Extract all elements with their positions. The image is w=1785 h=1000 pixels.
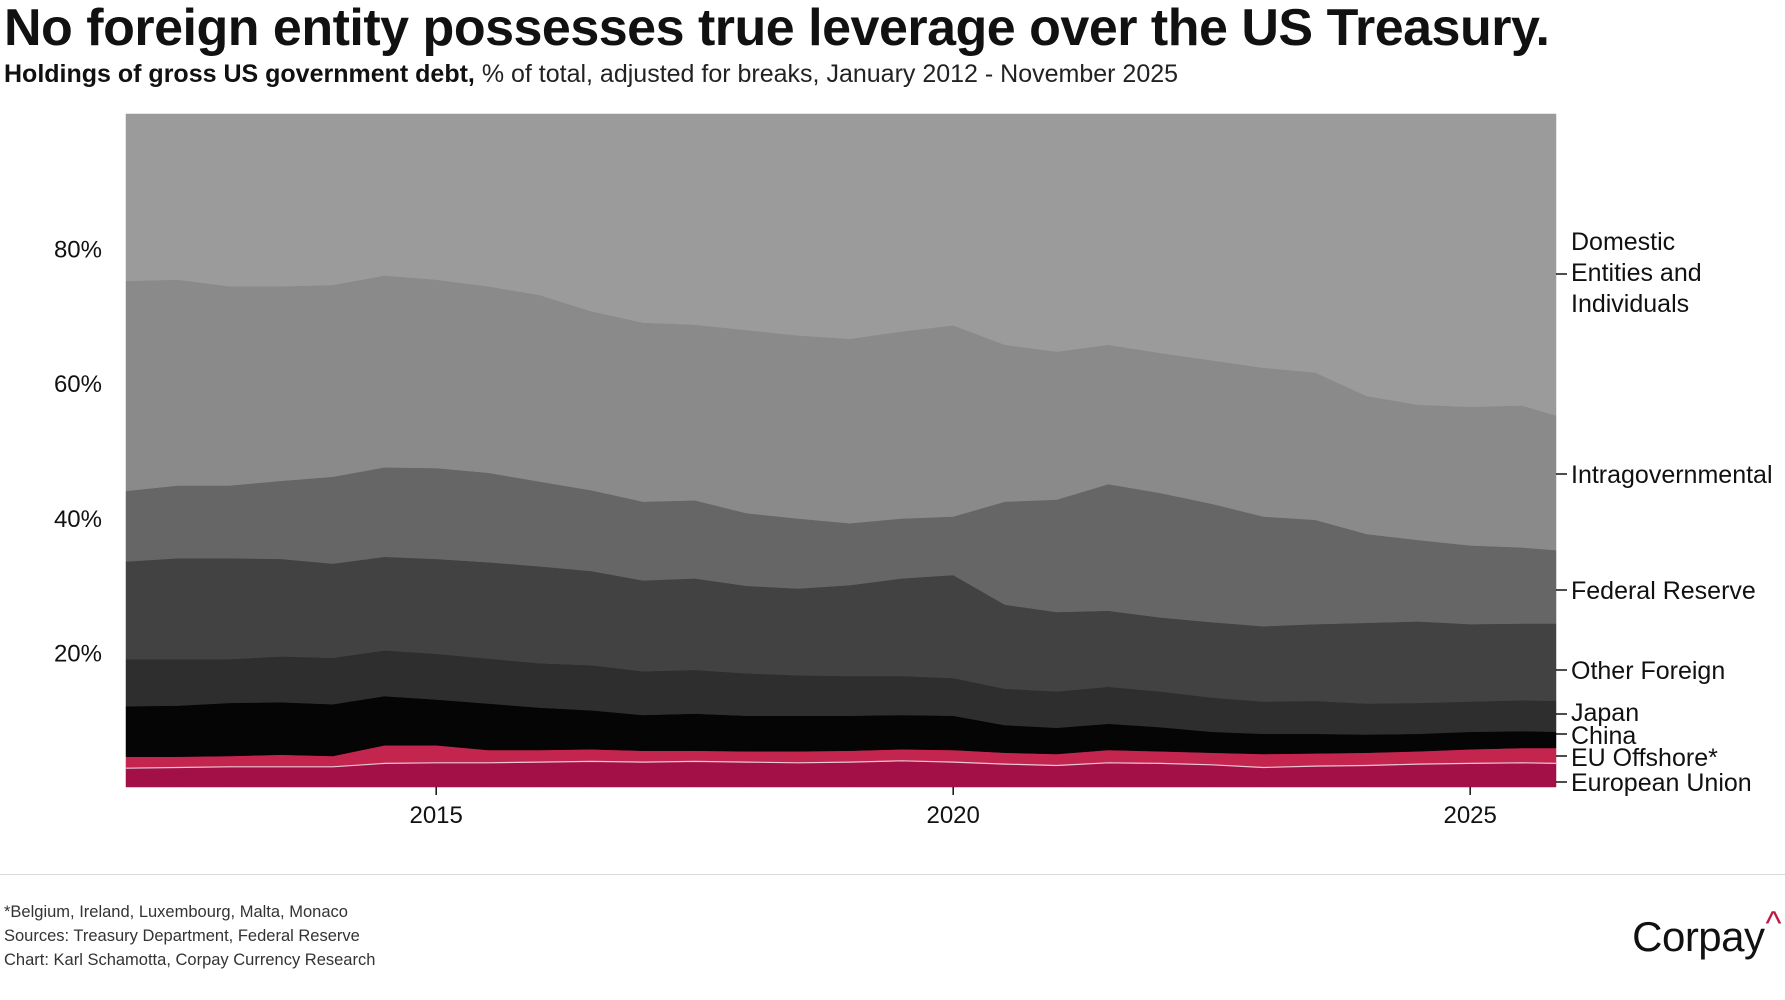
sources-note: Sources: Treasury Department, Federal Re… (4, 927, 360, 945)
series-label-eu-offshore: EU Offshore* (1571, 744, 1718, 772)
footer-notes: *Belgium, Ireland, Luxembourg, Malta, Mo… (4, 900, 375, 972)
stacked-area-chart: 20% 40% 60% 80% 2015 2020 2025 Domestic Entities… (54, 113, 1773, 829)
x-tick-label-2020: 2020 (926, 802, 979, 829)
eu-boundary-line (125, 760, 1557, 769)
series-label-intragovernmental: Intragovernmental (1571, 461, 1773, 489)
corpay-logo: Corpay^ (1632, 905, 1781, 961)
footnote: *Belgium, Ireland, Luxembourg, Malta, Mo… (4, 903, 348, 921)
series-label-other-foreign: Other Foreign (1571, 657, 1725, 685)
y-tick-label-20: 20% (54, 640, 102, 667)
subtitle-rest: % of total, adjusted for breaks, January… (474, 60, 1179, 88)
series-label-european-union: European Union (1571, 769, 1752, 797)
x-tick-label-2015: 2015 (409, 802, 462, 829)
series-label-china: China (1571, 722, 1636, 750)
area-domestic-entities-and-individuals (125, 113, 1557, 416)
chart-credit: Chart: Karl Schamotta, Corpay Currency R… (4, 951, 376, 969)
series-label-japan: Japan (1571, 699, 1639, 727)
subtitle-bold: Holdings of gross US government debt, (4, 60, 475, 88)
footer-divider (0, 874, 1785, 875)
chart-subtitle: Holdings of gross US government debt, % … (4, 60, 1178, 89)
chart-title: No foreign entity possesses true leverag… (4, 0, 1550, 57)
series-label-domestic-entities-and-individuals-line-1: Domestic (1571, 228, 1675, 256)
brand-caret-icon: ^ (1765, 905, 1782, 943)
y-tick-label-60: 60% (54, 371, 102, 398)
x-tick-label-2025: 2025 (1443, 802, 1496, 829)
brand-wordmark: Corpay (1632, 913, 1765, 960)
y-tick-label-80: 80% (54, 237, 102, 264)
series-label-domestic-entities-and-individuals-line-3: Individuals (1571, 290, 1689, 318)
y-tick-label-40: 40% (54, 506, 102, 533)
series-label-domestic-entities-and-individuals-line-2: Entities and (1571, 259, 1702, 287)
series-label-federal-reserve: Federal Reserve (1571, 577, 1756, 605)
